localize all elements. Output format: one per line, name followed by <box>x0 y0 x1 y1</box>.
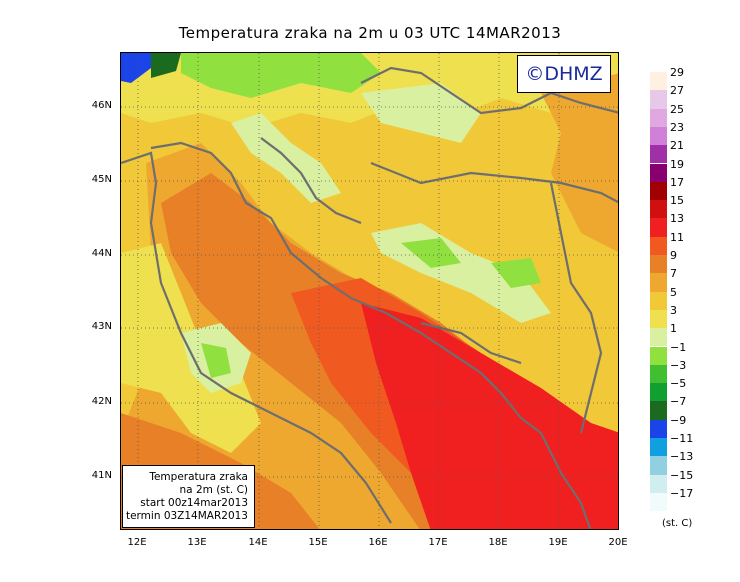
x-tick-label: 13E <box>187 537 207 548</box>
legend-swatch <box>650 401 667 420</box>
info-line-2: na 2m (st. C) <box>179 484 248 496</box>
legend-swatch <box>650 383 667 402</box>
map-canvas <box>121 53 618 529</box>
legend-swatch <box>650 291 667 310</box>
legend-label: 21 <box>670 139 684 153</box>
legend-label: 17 <box>670 175 684 189</box>
legend-label: 9 <box>670 249 677 262</box>
legend-label: 3 <box>670 303 677 317</box>
legend-swatch <box>650 438 667 457</box>
x-tick-label: 17E <box>428 537 448 548</box>
legend-swatch <box>650 419 667 438</box>
temperature-map <box>120 52 619 530</box>
info-line-3: start 00z14mar2013 <box>140 497 248 509</box>
legend-swatch <box>650 181 667 201</box>
legend-label: −9 <box>670 413 687 427</box>
legend-swatch <box>650 72 667 91</box>
legend-label: 23 <box>670 120 684 134</box>
legend-swatch <box>650 218 667 237</box>
legend-label: −17 <box>670 486 694 500</box>
legend-label: 5 <box>670 285 677 299</box>
legend-label: −15 <box>670 468 694 482</box>
legend-swatch <box>650 492 667 512</box>
legend-swatch <box>650 236 667 255</box>
legend-swatch <box>650 90 667 109</box>
x-tick-label: 19E <box>548 537 568 548</box>
legend-swatch <box>650 456 667 475</box>
legend-label: −7 <box>670 395 687 409</box>
legend-swatch <box>650 273 667 292</box>
y-tick-label: 45N <box>91 174 112 185</box>
y-tick-label: 41N <box>91 470 112 481</box>
x-tick-label: 15E <box>308 537 328 548</box>
legend-label: −1 <box>670 340 687 354</box>
legend-label: 1 <box>670 322 677 336</box>
y-tick-label: 43N <box>91 321 112 332</box>
legend-label: −11 <box>670 432 694 445</box>
copyright-box: ©DHMZ <box>517 55 611 93</box>
legend-swatch <box>650 328 667 347</box>
legend-unit: (st. C) <box>662 518 693 529</box>
info-line-1: Temperatura zraka <box>149 471 248 483</box>
legend-swatch <box>650 364 667 384</box>
legend-swatch <box>650 346 667 365</box>
info-box: Temperatura zraka na 2m (st. C) start 00… <box>122 465 255 528</box>
legend-swatch <box>650 309 667 329</box>
legend-swatch <box>650 145 667 164</box>
legend-label: −5 <box>670 377 687 391</box>
x-tick-label: 12E <box>127 537 147 548</box>
legend-label: 11 <box>670 230 684 244</box>
legend-swatch <box>650 108 667 127</box>
legend-swatch <box>650 200 667 219</box>
y-tick-label: 44N <box>91 248 112 259</box>
legend-label: −3 <box>670 358 687 372</box>
legend-label: 27 <box>670 84 684 98</box>
legend-swatch <box>650 163 667 182</box>
legend-label: −13 <box>670 450 694 464</box>
y-tick-label: 46N <box>91 100 112 111</box>
x-tick-label: 16E <box>368 537 388 548</box>
legend-label: 13 <box>670 212 684 226</box>
legend-label: 15 <box>670 194 684 208</box>
y-tick-label: 42N <box>91 396 112 407</box>
legend-label: 25 <box>670 102 684 116</box>
info-line-4: termin 03Z14MAR2013 <box>125 510 248 522</box>
legend-label: 19 <box>670 157 684 171</box>
map-title: Temperatura zraka na 2m u 03 UTC 14MAR20… <box>178 24 562 42</box>
x-tick-label: 18E <box>488 537 508 548</box>
legend-swatch <box>650 255 667 274</box>
x-tick-label: 14E <box>248 537 268 548</box>
legend-label: 29 <box>670 66 684 79</box>
legend-swatch <box>650 126 667 146</box>
legend-swatch <box>650 474 667 493</box>
legend-label: 7 <box>670 267 677 281</box>
x-tick-label: 20E <box>608 537 628 548</box>
